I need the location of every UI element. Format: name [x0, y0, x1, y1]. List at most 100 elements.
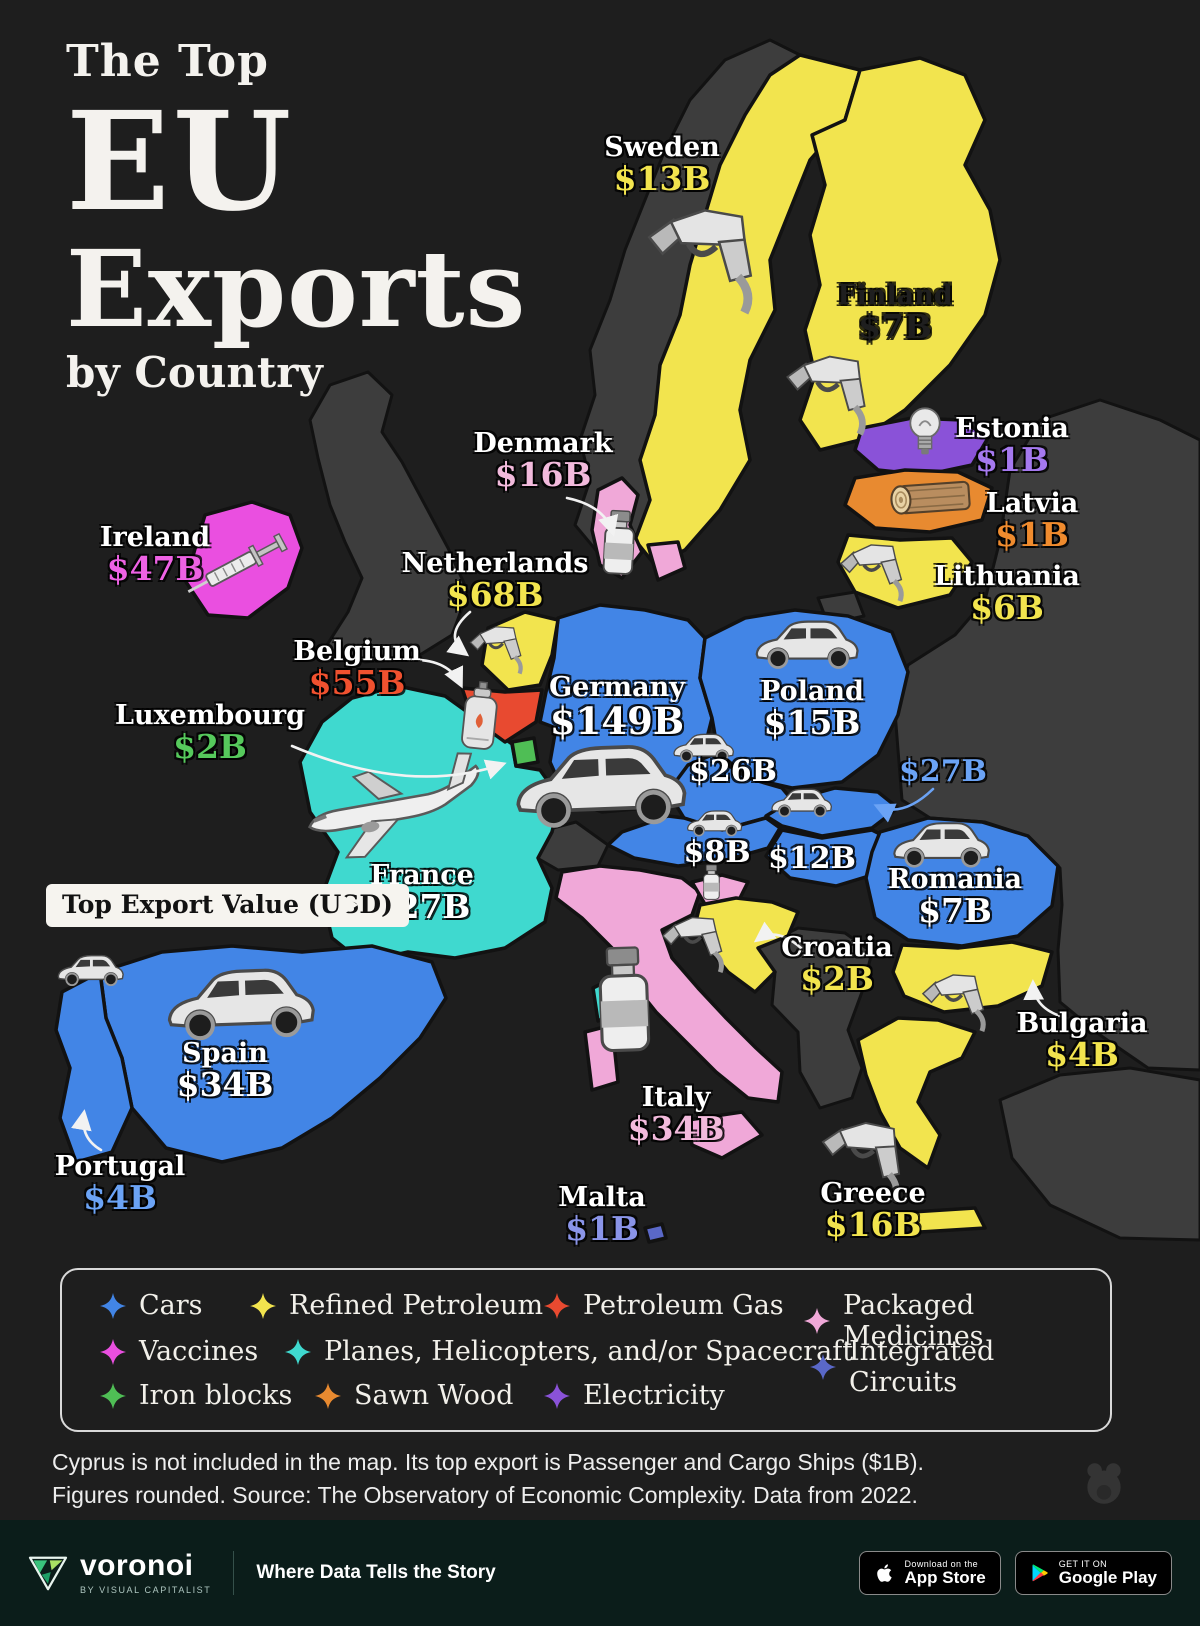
voronoi-logo-icon: [28, 1556, 68, 1591]
country-value: $13B: [613, 159, 711, 199]
country-name: Finland: [837, 280, 953, 311]
country-value: $4B: [83, 1178, 157, 1218]
country-value: $16B: [494, 455, 592, 495]
country-name: Italy: [641, 1082, 711, 1113]
country-value: $6B: [970, 588, 1044, 628]
label-croatia: Croatia $2B: [781, 933, 892, 999]
country-name: Netherlands: [401, 548, 589, 579]
country-shape-sicily: [686, 1110, 764, 1160]
country-value: $34B: [176, 1065, 274, 1105]
footnote-line-1: Cyprus is not included in the map. Its t…: [52, 1449, 924, 1475]
callout-top-export-value: Top Export Value (USD): [46, 884, 409, 927]
country-name: Denmark: [473, 428, 613, 459]
star-swatch-icon: [100, 1292, 126, 1319]
brand-name: voronoi: [80, 1549, 194, 1582]
label-luxembourg: Luxembourg $2B: [114, 700, 306, 764]
legend-item-refined-petroleum: Refined Petroleum: [250, 1290, 543, 1321]
arrow-belgium: [406, 658, 464, 689]
label-bulgaria: Bulgaria $4B: [1016, 1008, 1148, 1075]
arrow-luxembourg: [290, 744, 507, 780]
country-name: Bulgaria: [1016, 1008, 1148, 1039]
legend-item-sawn-wood: Sawn Wood: [315, 1380, 513, 1411]
brand-subtitle: BY VISUAL CAPITALIST: [80, 1585, 212, 1595]
legend-item-petroleum-gas: Petroleum Gas: [544, 1290, 784, 1321]
label-czechia: $26B: [689, 756, 777, 787]
app-store-badge[interactable]: Download on the App Store: [858, 1551, 1001, 1595]
country-name: Belgium: [293, 636, 421, 667]
google-play-badge[interactable]: GET IT ON Google Play: [1014, 1551, 1172, 1595]
country-value: $34B: [627, 1109, 725, 1149]
bear-watermark-icon: [1078, 1458, 1130, 1514]
country-name: Sweden: [604, 132, 720, 163]
legend-item-electricity: Electricity: [544, 1380, 725, 1411]
footnotes: Cyprus is not included in the map. Its t…: [52, 1446, 924, 1512]
legend-item-planes: Planes, Helicopters, and/or Spacecraft: [285, 1336, 853, 1367]
country-shape-malta: [643, 1222, 668, 1244]
label-lithuania: Lithuania $6B: [934, 562, 1080, 628]
country-name: Estonia: [955, 413, 1069, 444]
label-france: France $27B: [370, 861, 474, 924]
label-malta: Malta $1B: [558, 1183, 646, 1246]
label-hungary: $12B: [768, 843, 856, 874]
country-name: Luxembourg: [114, 700, 306, 731]
legend-item-cars: Cars: [100, 1290, 203, 1321]
label-germany: Germany $149B: [549, 672, 685, 744]
star-swatch-icon: [100, 1338, 126, 1365]
google-play-icon: [1032, 1564, 1048, 1582]
badge-bottom-text: App Store: [904, 1567, 986, 1587]
callout-label: Top Export Value (USD): [62, 890, 393, 919]
arrow-bulgaria: [1023, 979, 1069, 1020]
label-denmark: Denmark $16B: [473, 428, 613, 495]
legend-label: Electricity: [583, 1380, 725, 1411]
landmass-united-kingdom: [308, 370, 470, 664]
arrow-slovakia: [873, 787, 935, 823]
country-name: Romania: [888, 864, 1022, 895]
voronoi-brand: voronoi BY VISUAL CAPITALIST: [28, 1551, 211, 1595]
country-value: $16B: [824, 1205, 922, 1245]
country-value: $27B: [899, 754, 987, 789]
landmass-turkey: [998, 1066, 1200, 1242]
footer-divider: [233, 1551, 235, 1595]
country-name: Spain: [182, 1038, 268, 1069]
country-value: $1B: [975, 440, 1049, 480]
legend-item-iron-blocks: Iron blocks: [100, 1380, 292, 1411]
country-name: Latvia: [985, 488, 1079, 519]
star-swatch-icon: [285, 1338, 311, 1365]
legend-label: Cars: [139, 1290, 203, 1321]
country-name: Germany: [549, 672, 685, 703]
star-swatch-icon: [810, 1354, 836, 1380]
country-name: Greece: [820, 1178, 926, 1209]
label-spain: Spain $34B: [176, 1038, 274, 1105]
title-line-eu: EU: [66, 82, 295, 242]
apple-icon: [876, 1564, 892, 1582]
country-value: $12B: [768, 841, 856, 876]
callout-pointer-icon: [341, 894, 358, 916]
country-value: $7B: [918, 891, 992, 931]
country-value: $55B: [308, 663, 406, 703]
star-swatch-icon: [804, 1308, 830, 1334]
label-poland: Poland $15B: [760, 677, 864, 743]
country-value: $68B: [446, 575, 544, 615]
footer-bar: voronoi BY VISUAL CAPITALIST Where Data …: [0, 1520, 1200, 1626]
arrow-croatia: [753, 921, 803, 950]
legend-label: Sawn Wood: [354, 1380, 514, 1411]
footnote-line-2: Figures rounded. Source: The Observatory…: [52, 1482, 918, 1508]
legend-label: Planes, Helicopters, and/or Spacecraft: [324, 1336, 854, 1367]
country-value: $15B: [763, 703, 861, 743]
title-subtitle: by Country: [66, 348, 323, 397]
country-value: $149B: [549, 699, 685, 744]
label-portugal: Portugal $4B: [55, 1152, 186, 1218]
country-value: $2B: [800, 959, 874, 999]
title-kicker: The Top: [66, 36, 269, 87]
country-value: $4B: [1045, 1035, 1119, 1075]
landmass-west-balkans: [756, 926, 874, 1110]
legend-label: Integrated Circuits: [849, 1336, 995, 1398]
label-greece: Greece $16B: [820, 1178, 926, 1245]
country-shape-crete: [910, 1206, 987, 1234]
label-slovakia: $27B: [899, 756, 987, 787]
star-swatch-icon: [315, 1382, 341, 1409]
legend-label: Petroleum Gas: [583, 1290, 784, 1321]
star-swatch-icon: [100, 1382, 126, 1409]
label-romania: Romania $7B: [888, 864, 1022, 931]
